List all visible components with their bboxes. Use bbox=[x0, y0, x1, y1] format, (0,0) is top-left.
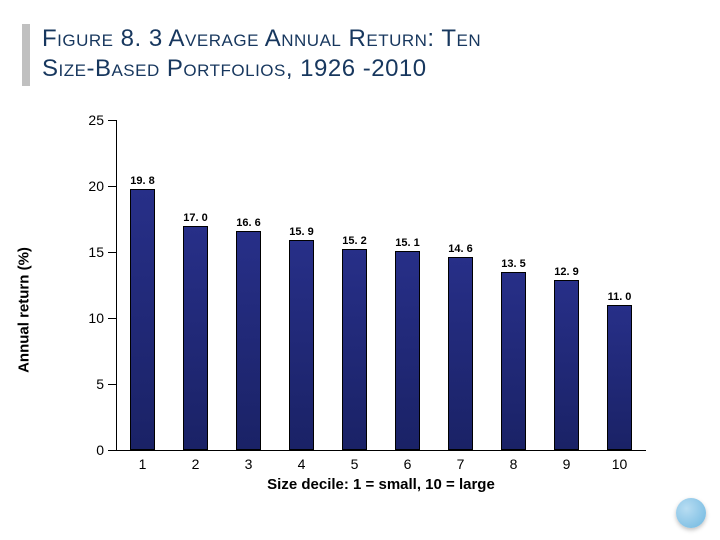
bar-value-label: 15. 1 bbox=[395, 237, 419, 249]
bar-value-label: 17. 0 bbox=[183, 212, 207, 224]
y-tick-label: 5 bbox=[76, 376, 104, 392]
x-tick-label: 2 bbox=[192, 456, 200, 472]
y-tick bbox=[108, 186, 116, 187]
title-line-1: Figure 8. 3 Average Annual Return: Ten bbox=[42, 25, 481, 52]
x-tick-label: 7 bbox=[457, 456, 465, 472]
y-tick-label: 15 bbox=[76, 244, 104, 260]
figure-title: Figure 8. 3 Average Annual Return: Ten S… bbox=[42, 24, 682, 84]
bar bbox=[554, 280, 579, 450]
bar bbox=[342, 249, 367, 450]
x-tick-label: 5 bbox=[351, 456, 359, 472]
x-tick-label: 9 bbox=[563, 456, 571, 472]
bar-value-label: 15. 9 bbox=[289, 226, 313, 238]
x-tick-label: 4 bbox=[298, 456, 306, 472]
bar bbox=[183, 226, 208, 450]
bar-value-label: 13. 5 bbox=[501, 258, 525, 270]
y-tick bbox=[108, 450, 116, 451]
y-axis-line bbox=[116, 120, 117, 450]
bar-value-label: 16. 6 bbox=[236, 217, 260, 229]
bar bbox=[607, 305, 632, 450]
bar-value-label: 11. 0 bbox=[608, 291, 632, 303]
bar bbox=[236, 231, 261, 450]
x-tick-label: 10 bbox=[612, 456, 628, 472]
bar-value-label: 12. 9 bbox=[554, 266, 578, 278]
title-accent-bar bbox=[22, 24, 30, 86]
y-tick-label: 25 bbox=[76, 112, 104, 128]
y-tick bbox=[108, 318, 116, 319]
bar-value-label: 14. 6 bbox=[448, 243, 472, 255]
bar-chart: Annual return (%) 051015202519. 817. 016… bbox=[60, 120, 660, 500]
bar bbox=[395, 251, 420, 450]
x-tick-label: 8 bbox=[510, 456, 518, 472]
y-tick-label: 10 bbox=[76, 310, 104, 326]
bar-value-label: 15. 2 bbox=[342, 235, 366, 247]
x-tick-label: 3 bbox=[245, 456, 253, 472]
y-axis-label: Annual return (%) bbox=[16, 247, 33, 373]
bar-value-label: 19. 8 bbox=[130, 175, 154, 187]
decoration-circle-icon bbox=[676, 498, 706, 528]
bar bbox=[448, 257, 473, 450]
y-tick-label: 20 bbox=[76, 178, 104, 194]
bar bbox=[289, 240, 314, 450]
y-tick bbox=[108, 252, 116, 253]
title-line-2: Size-Based Portfolios, 1926 -2010 bbox=[42, 55, 427, 82]
bar bbox=[501, 272, 526, 450]
x-tick-label: 6 bbox=[404, 456, 412, 472]
bar bbox=[130, 189, 155, 450]
y-tick bbox=[108, 120, 116, 121]
y-tick bbox=[108, 384, 116, 385]
plot-area: 051015202519. 817. 016. 615. 915. 215. 1… bbox=[116, 120, 646, 451]
x-axis-label: Size decile: 1 = small, 10 = large bbox=[116, 476, 646, 493]
y-tick-label: 0 bbox=[76, 442, 104, 458]
x-tick-label: 1 bbox=[139, 456, 147, 472]
